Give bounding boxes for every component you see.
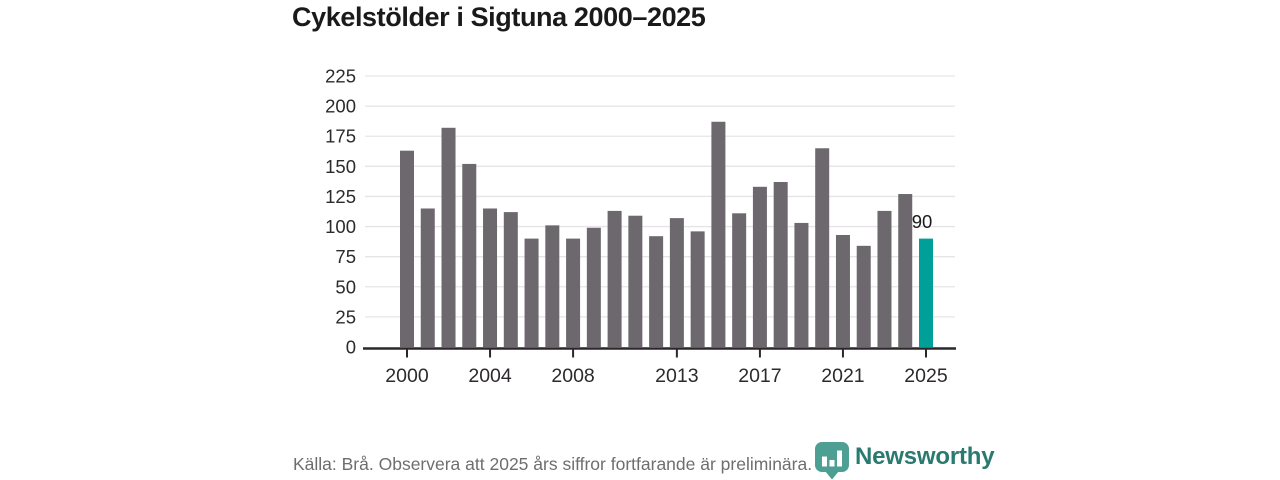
x-tick-label-2008: 2008 bbox=[551, 365, 594, 387]
bar-2005 bbox=[503, 212, 518, 347]
bar-2001 bbox=[420, 208, 435, 347]
bar-2022 bbox=[856, 245, 871, 347]
bar-2017 bbox=[752, 186, 767, 347]
x-tick-label-2021: 2021 bbox=[821, 365, 864, 387]
y-tick-label-175: 175 bbox=[325, 126, 356, 147]
bar-value-label: 90 bbox=[912, 211, 933, 232]
y-tick-label-200: 200 bbox=[325, 96, 356, 117]
bar-2024 bbox=[898, 194, 913, 347]
bar-2010 bbox=[607, 210, 622, 347]
bar-2015 bbox=[711, 121, 726, 347]
bar-2018 bbox=[773, 181, 788, 347]
x-tick-label-2013: 2013 bbox=[655, 365, 698, 387]
bar-2002 bbox=[441, 127, 456, 348]
bar-2023 bbox=[877, 210, 892, 347]
bar-2016 bbox=[732, 213, 747, 347]
bar-2011 bbox=[628, 215, 643, 347]
bar-2004 bbox=[483, 208, 498, 347]
y-tick-label-50: 50 bbox=[335, 276, 356, 297]
bar-2020 bbox=[815, 148, 830, 347]
x-tick-label-2004: 2004 bbox=[468, 365, 512, 387]
bar-2013 bbox=[669, 218, 684, 347]
source-note: Källa: Brå. Observera att 2025 års siffr… bbox=[293, 454, 813, 474]
bar-2009 bbox=[586, 227, 601, 347]
y-tick-label-225: 225 bbox=[325, 66, 356, 87]
chart-title: Cykelstölder i Sigtuna 2000–2025 bbox=[292, 2, 706, 32]
bar-2000 bbox=[400, 150, 414, 347]
bar-2012 bbox=[649, 236, 664, 347]
bar-2003 bbox=[462, 163, 477, 347]
bar-2006 bbox=[524, 238, 539, 347]
bar-chart-pin-icon bbox=[815, 442, 849, 480]
x-tick-label-2025: 2025 bbox=[904, 365, 948, 387]
bar-2025 bbox=[919, 238, 933, 347]
x-tick-label-2000: 2000 bbox=[385, 365, 429, 387]
bar-2008 bbox=[566, 238, 581, 347]
y-tick-label-75: 75 bbox=[335, 246, 356, 267]
y-tick-label-150: 150 bbox=[325, 156, 356, 177]
y-tick-label-100: 100 bbox=[325, 216, 356, 237]
y-tick-label-25: 25 bbox=[335, 306, 356, 327]
bar-2014 bbox=[690, 231, 705, 347]
y-tick-label-125: 125 bbox=[325, 186, 356, 207]
newsworthy-logo: Newsworthy bbox=[814, 441, 995, 480]
x-tick-label-2017: 2017 bbox=[738, 365, 781, 387]
bar-2007 bbox=[545, 225, 560, 347]
y-tick-label-0: 0 bbox=[346, 337, 356, 358]
newsworthy-wordmark: Newsworthy bbox=[855, 443, 995, 470]
bar-2021 bbox=[835, 234, 850, 347]
bar-2019 bbox=[794, 222, 809, 347]
